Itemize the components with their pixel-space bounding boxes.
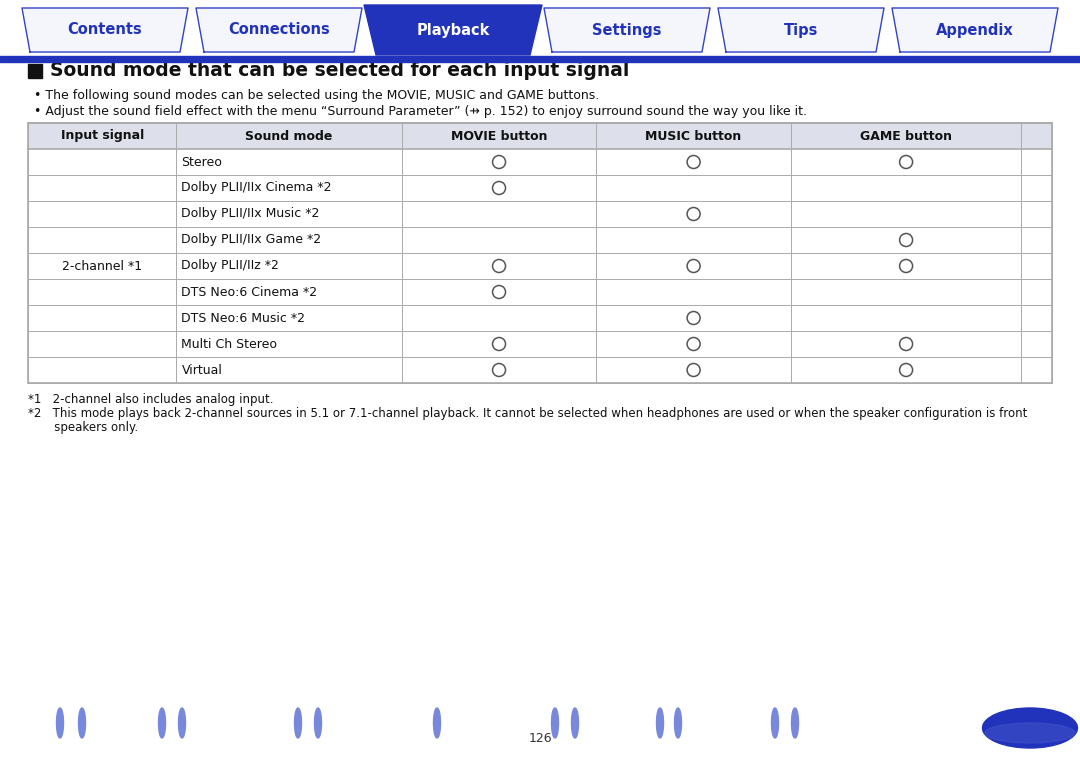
Polygon shape bbox=[178, 708, 186, 738]
Text: DTS Neo:6 Cinema *2: DTS Neo:6 Cinema *2 bbox=[181, 285, 318, 298]
Text: *1   2-channel also includes analog input.: *1 2-channel also includes analog input. bbox=[28, 393, 273, 406]
Polygon shape bbox=[892, 8, 1058, 52]
Text: Connections: Connections bbox=[228, 23, 329, 37]
Text: Dolby PLII/IIx Music *2: Dolby PLII/IIx Music *2 bbox=[181, 208, 320, 221]
Bar bbox=[28, 123, 1052, 383]
Text: Appendix: Appendix bbox=[936, 23, 1014, 37]
Text: 2-channel *1: 2-channel *1 bbox=[63, 260, 143, 272]
Polygon shape bbox=[195, 8, 362, 52]
Polygon shape bbox=[56, 708, 64, 738]
Text: speakers only.: speakers only. bbox=[28, 421, 138, 434]
Text: Dolby PLII/IIz *2: Dolby PLII/IIz *2 bbox=[181, 260, 280, 272]
Ellipse shape bbox=[983, 708, 1078, 748]
Text: GAME button: GAME button bbox=[860, 129, 953, 142]
Text: Playback: Playback bbox=[416, 23, 489, 37]
Text: Sound mode that can be selected for each input signal: Sound mode that can be selected for each… bbox=[50, 62, 630, 81]
Polygon shape bbox=[571, 708, 579, 738]
Text: Settings: Settings bbox=[592, 23, 662, 37]
Text: 126: 126 bbox=[528, 733, 552, 746]
Text: Stereo: Stereo bbox=[181, 155, 222, 168]
Text: Tips: Tips bbox=[784, 23, 819, 37]
Polygon shape bbox=[364, 5, 542, 55]
Bar bbox=[28, 123, 1052, 149]
Text: MUSIC button: MUSIC button bbox=[646, 129, 742, 142]
Polygon shape bbox=[22, 8, 188, 52]
Text: MOVIE button: MOVIE button bbox=[450, 129, 548, 142]
Text: *2   This mode plays back 2-channel sources in 5.1 or 7.1-channel playback. It c: *2 This mode plays back 2-channel source… bbox=[28, 406, 1027, 419]
Polygon shape bbox=[657, 708, 663, 738]
Text: Sound mode: Sound mode bbox=[245, 129, 333, 142]
Text: • The following sound modes can be selected using the MOVIE, MUSIC and GAME butt: • The following sound modes can be selec… bbox=[33, 90, 599, 103]
Text: Multi Ch Stereo: Multi Ch Stereo bbox=[181, 337, 278, 351]
Polygon shape bbox=[771, 708, 779, 738]
Ellipse shape bbox=[985, 723, 1075, 743]
Polygon shape bbox=[792, 708, 798, 738]
Text: Dolby PLII/IIx Game *2: Dolby PLII/IIx Game *2 bbox=[181, 234, 322, 247]
Text: Input signal: Input signal bbox=[60, 129, 144, 142]
Text: • Adjust the sound field effect with the menu “Surround Parameter” (⇸ p. 152) to: • Adjust the sound field effect with the… bbox=[33, 106, 807, 119]
Polygon shape bbox=[718, 8, 885, 52]
Polygon shape bbox=[552, 708, 558, 738]
Polygon shape bbox=[295, 708, 301, 738]
Text: DTS Neo:6 Music *2: DTS Neo:6 Music *2 bbox=[181, 311, 306, 324]
Polygon shape bbox=[433, 708, 441, 738]
Text: Contents: Contents bbox=[68, 23, 143, 37]
Text: Dolby PLII/IIx Cinema *2: Dolby PLII/IIx Cinema *2 bbox=[181, 182, 332, 195]
Polygon shape bbox=[675, 708, 681, 738]
Polygon shape bbox=[159, 708, 165, 738]
Polygon shape bbox=[79, 708, 85, 738]
Polygon shape bbox=[544, 8, 710, 52]
Text: Virtual: Virtual bbox=[181, 364, 222, 377]
Polygon shape bbox=[314, 708, 322, 738]
Bar bbox=[28, 64, 42, 78]
